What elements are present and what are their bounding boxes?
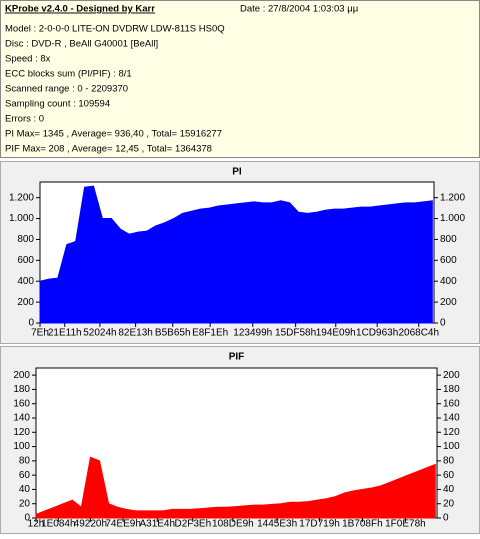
x-tick-label: 2068C4h [398, 328, 439, 339]
y2-tick-label: 80 [443, 455, 455, 466]
y-tick-label: 200 [17, 297, 34, 308]
y-tick-label: 180 [13, 384, 30, 395]
y-tick-label: 20 [19, 498, 31, 509]
x-tick-label: B5B65h [155, 328, 191, 339]
y-tick-label: 1.000 [9, 213, 34, 224]
y2-tick-label: 1.200 [440, 192, 465, 203]
x-tick-label: 1CD963h [356, 328, 398, 339]
info-line: Model : 2-0-0-0 LITE-ON DVDRW LDW-811S H… [5, 24, 225, 35]
info-line: Sampling count : 109594 [5, 99, 110, 110]
x-tick-label: 1F0E78h [385, 519, 426, 530]
data-area [39, 185, 433, 324]
y2-tick-label: 1.000 [440, 213, 465, 224]
x-tick-label: 74EE9h [105, 519, 141, 530]
y2-tick-label: 20 [443, 498, 455, 509]
y-tick-label: 0 [24, 513, 30, 524]
x-tick-label: 21E11h [48, 328, 82, 339]
y-tick-label: 0 [28, 318, 34, 329]
y2-tick-label: 180 [443, 384, 460, 395]
x-tick-label: D2F3Eh [174, 519, 211, 530]
y2-tick-label: 60 [443, 470, 455, 481]
info-panel [0, 0, 480, 158]
x-tick-label: A31E4h [139, 519, 175, 530]
x-tick-label: 12h [28, 519, 45, 530]
x-tick-label: 1B708Fh [342, 519, 383, 530]
y2-tick-label: 600 [440, 255, 457, 266]
x-tick-label: 194E09h [316, 328, 356, 339]
chart-title: PI [232, 167, 242, 178]
y-tick-label: 600 [17, 255, 34, 266]
y2-tick-label: 0 [443, 513, 449, 524]
x-tick-label: 49220h [74, 519, 107, 530]
y2-tick-label: 120 [443, 427, 460, 438]
chart-title: PIF [229, 352, 245, 363]
y-tick-label: 80 [19, 455, 31, 466]
x-tick-label: 1E084h [41, 519, 75, 530]
y-tick-label: 40 [19, 484, 31, 495]
info-line: Speed : 8x [5, 54, 51, 65]
x-tick-label: E8F1Eh [192, 328, 228, 339]
y2-tick-label: 200 [443, 370, 460, 381]
y-tick-label: 60 [19, 470, 31, 481]
info-line: PIF Max= 208 , Average= 12,45 , Total= 1… [5, 144, 212, 155]
y2-tick-label: 160 [443, 398, 460, 409]
y-tick-label: 100 [13, 441, 30, 452]
y-tick-label: 120 [13, 427, 30, 438]
x-tick-label: 7Eh [31, 328, 49, 339]
x-tick-label: 15DF58h [275, 328, 316, 339]
info-line: ECC blocks sum (PI/PIF) : 8/1 [5, 69, 132, 80]
info-line: Scanned range : 0 - 2209370 [5, 84, 128, 95]
info-line: PI Max= 1345 , Average= 936,40 , Total= … [5, 129, 222, 140]
y-tick-label: 400 [17, 276, 34, 287]
y2-tick-label: 100 [443, 441, 460, 452]
x-tick-label: 17D719h [299, 519, 340, 530]
y2-tick-label: 200 [440, 297, 457, 308]
x-tick-label: 82E13h [118, 328, 152, 339]
x-tick-label: 1445E3h [257, 519, 297, 530]
info-line: Disc : DVD-R , BeAll G40001 [BeAll] [5, 39, 158, 50]
y-tick-label: 800 [17, 234, 34, 245]
info-line: Errors : 0 [5, 114, 44, 125]
y-tick-label: 160 [13, 398, 30, 409]
x-tick-label: 108DE9h [212, 519, 254, 530]
y2-tick-label: 140 [443, 413, 460, 424]
x-tick-label: 123499h [233, 328, 272, 339]
app-title: KProbe v2.4.0 - Designed by Karr [5, 4, 155, 15]
data-area [35, 456, 436, 519]
info-text: KProbe v2.4.0 - Designed by Karr Date : … [5, 4, 358, 155]
y2-tick-label: 0 [440, 318, 446, 329]
y-tick-label: 1.200 [9, 192, 34, 203]
y-tick-label: 200 [13, 370, 30, 381]
y2-tick-label: 400 [440, 276, 457, 287]
x-tick-label: 52024h [83, 328, 116, 339]
scan-date: Date : 27/8/2004 1:03:03 μμ [240, 4, 358, 15]
y2-tick-label: 40 [443, 484, 455, 495]
y-tick-label: 140 [13, 413, 30, 424]
y2-tick-label: 800 [440, 234, 457, 245]
